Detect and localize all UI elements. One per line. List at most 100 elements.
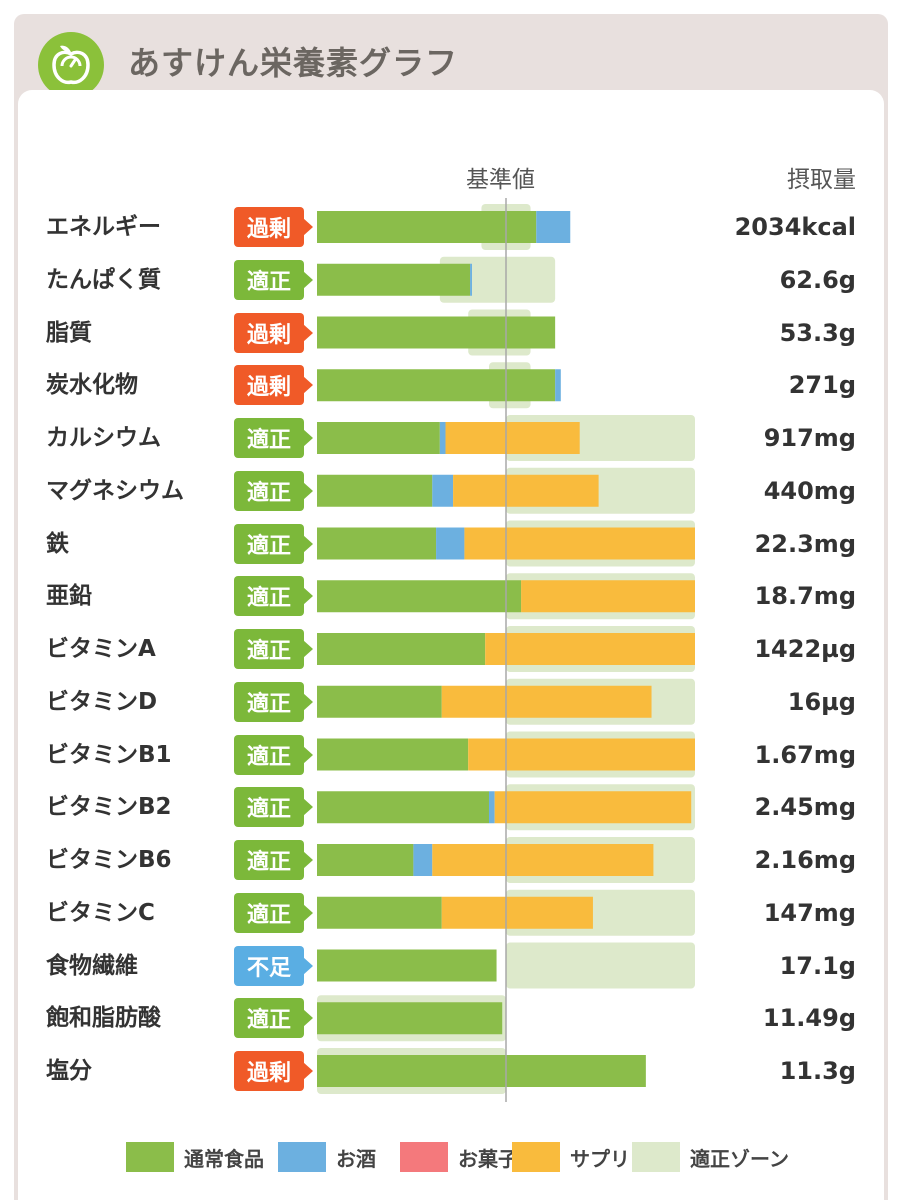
nutrient-label: エネルギー [46,214,161,240]
legend-item: お酒 [278,1139,376,1175]
bar-segment [317,474,433,507]
bar-segment [317,844,414,876]
status-badge: 過剰 [234,1051,313,1091]
status-badge: 過剰 [234,365,313,406]
intake-value: 11.49g [762,1004,856,1033]
intake-value: 53.3g [779,318,856,347]
intake-value: 271g [788,371,856,400]
bar-segment [441,896,593,929]
legend-swatch [632,1142,680,1172]
nutrient-label: マグネシウム [46,477,184,504]
nutrient-label: 飽和脂肪酸 [46,1005,161,1032]
bar-segment [317,369,556,402]
bar-segment [317,580,522,613]
legend-label: 通常食品 [184,1146,264,1171]
intake-value: 147mg [763,898,856,927]
nutrient-label: 塩分 [46,1058,92,1084]
nutrient-label: ビタミンB1 [46,741,172,768]
status-badge: 適正 [234,629,313,669]
bar-segment [317,685,442,718]
intake-value: 1.67mg [754,740,856,769]
legend-label: 適正ゾーン [690,1146,789,1171]
nutrient-label: 脂質 [46,319,92,346]
bar-segment [317,1055,646,1087]
bar-segment [485,633,695,665]
intake-value: 2034kcal [734,213,856,241]
bar-segment [317,633,486,665]
bar-segment [453,474,599,507]
bar-segment [413,844,433,876]
bar-segment [317,1002,503,1035]
intake-column-header: 摂取量 [787,167,856,193]
status-badge: 適正 [234,470,313,511]
legend-item: お菓子 [400,1139,518,1175]
status-badge: 過剰 [234,207,313,247]
bar-segment [436,527,465,560]
nutrient-label: 食物繊維 [46,952,138,979]
bar-segment [317,896,442,929]
legend-item: 通常食品 [126,1139,264,1175]
intake-value: 17.1g [779,951,856,980]
intake-value: 22.3mg [754,529,856,558]
status-badge: 適正 [234,787,313,828]
bar-segment [470,263,472,296]
bar-segment [445,422,580,454]
bar-segment [536,211,571,243]
legend-swatch [278,1142,326,1172]
bar-segment [317,527,437,560]
status-badge: 適正 [234,998,313,1039]
status-badge: 適正 [234,840,313,880]
status-badge: 適正 [234,576,313,617]
nutrient-label: カルシウム [46,425,161,451]
legend-swatch [126,1142,174,1172]
status-badge: 過剰 [234,312,313,353]
optimal-zone [506,942,695,989]
nutrient-label: 鉄 [46,530,69,557]
intake-value: 917mg [763,424,856,452]
status-badge: 適正 [234,418,313,458]
nutrient-label: たんぱく質 [46,266,161,293]
legend-swatch [400,1142,448,1172]
intake-value: 62.6g [779,265,856,294]
bar-segment [521,580,695,613]
legend-swatch [512,1142,560,1172]
bar-segment [468,738,695,771]
apple-scale-icon [38,32,104,98]
nutrient-label: 炭水化物 [46,372,138,399]
intake-value: 2.16mg [754,846,856,874]
reference-column-header: 基準値 [466,167,535,193]
nutrient-label: ビタミンB2 [46,794,172,821]
bar-segment [432,844,654,876]
nutrient-label: ビタミンB6 [46,847,172,873]
nutrient-label: ビタミンC [46,899,155,926]
bar-segment [494,791,692,824]
intake-value: 2.45mg [754,793,856,822]
legend-item: サプリ [512,1139,630,1175]
intake-value: 11.3g [779,1057,856,1085]
status-badge: 適正 [234,681,313,722]
intake-value: 1422µg [754,635,856,663]
status-badge: 適正 [234,259,313,300]
bar-segment [464,527,695,560]
bar-segment [439,422,446,454]
bar-segment [488,791,495,824]
intake-value: 18.7mg [754,582,856,611]
legend-item: 適正ゾーン [632,1139,789,1175]
app-title: あすけん栄養素グラフ [128,44,459,82]
bar-segment [441,685,652,718]
status-badge: 適正 [234,734,313,775]
bar-segment [317,949,497,982]
bar-segment [317,738,469,771]
bar-segment [555,369,561,402]
bar-segment [432,474,454,507]
intake-value: 16µg [787,687,856,716]
status-badge: 不足 [234,945,313,986]
nutrient-label: ビタミンA [46,636,156,662]
legend-label: お酒 [336,1146,376,1171]
nutrient-label: 亜鉛 [46,583,92,610]
legend-label: お菓子 [458,1146,518,1171]
nutrient-label: ビタミンD [46,688,158,715]
status-badge: 適正 [234,523,313,564]
status-badge: 適正 [234,892,313,933]
